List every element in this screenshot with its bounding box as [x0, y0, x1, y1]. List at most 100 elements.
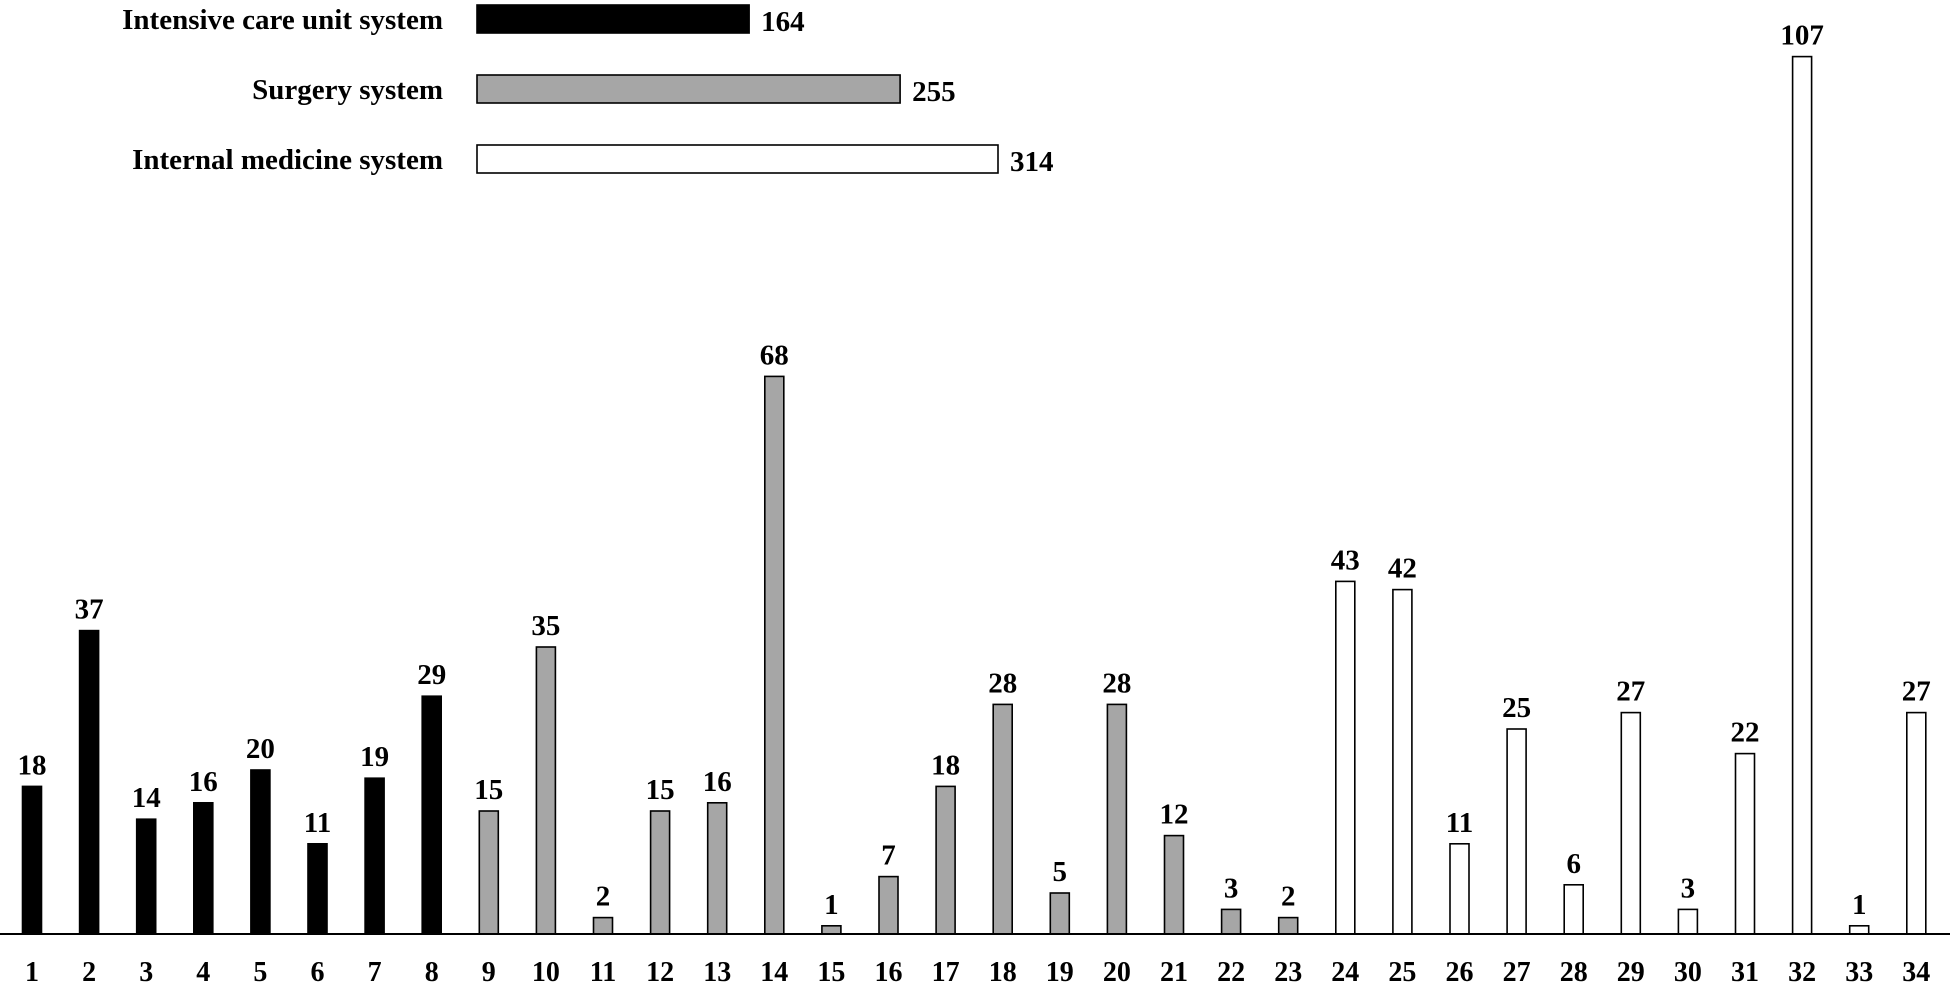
bars-group	[21, 55, 1927, 935]
legend-label-surgery: Surgery system	[252, 74, 443, 106]
x-tick-label-19: 19	[1046, 957, 1074, 988]
value-label-10: 35	[531, 610, 560, 642]
x-tick-label-24: 24	[1331, 957, 1359, 988]
value-label-13: 16	[703, 766, 732, 798]
value-label-31: 22	[1731, 717, 1760, 749]
value-label-32: 107	[1780, 20, 1824, 52]
value-label-34: 27	[1902, 676, 1931, 708]
bar-22	[1220, 908, 1242, 935]
x-tick-label-34: 34	[1902, 957, 1930, 988]
bar-13	[706, 801, 728, 935]
x-tick-label-20: 20	[1103, 957, 1131, 988]
x-tick-label-21: 21	[1160, 957, 1188, 988]
bar-15	[821, 924, 842, 935]
bar-29	[1620, 711, 1642, 935]
value-label-28: 6	[1566, 848, 1581, 880]
value-label-19: 5	[1053, 856, 1068, 888]
x-tick-label-2: 2	[82, 957, 96, 988]
x-tick-label-6: 6	[311, 957, 325, 988]
x-tick-label-17: 17	[932, 957, 960, 988]
bar-5	[250, 769, 271, 935]
x-tick-label-22: 22	[1217, 957, 1245, 988]
x-tick-label-4: 4	[196, 957, 210, 988]
bar-4	[193, 801, 214, 935]
bar-10	[535, 646, 557, 935]
legend-total-icu: 164	[761, 6, 805, 38]
value-label-4: 16	[189, 766, 218, 798]
x-tick-label-13: 13	[703, 957, 731, 988]
legend-total-surgery: 255	[912, 76, 956, 108]
bar-11	[592, 916, 614, 935]
bar-17	[935, 785, 956, 935]
legend-label-internal: Internal medicine system	[132, 144, 443, 176]
legend-bar-icu	[476, 4, 750, 34]
x-tick-label-15: 15	[817, 957, 845, 988]
bar-33	[1848, 924, 1870, 935]
x-tick-label-5: 5	[253, 957, 267, 988]
bar-8	[421, 695, 443, 935]
x-tick-label-33: 33	[1845, 957, 1873, 988]
legend-label-icu: Intensive care unit system	[122, 4, 443, 36]
bar-31	[1734, 752, 1756, 935]
value-label-21: 12	[1160, 799, 1189, 831]
bar-23	[1277, 916, 1299, 935]
x-tick-label-10: 10	[532, 957, 560, 988]
value-label-3: 14	[132, 782, 161, 814]
x-tick-labels: 1 2 3 4 5 6 7 8 9 10 11 12 13 14 15 16 17 18 19 20 21 22 23 24 2…	[25, 957, 1930, 988]
bar-26	[1449, 842, 1470, 935]
bar-12	[649, 810, 671, 935]
bar-19	[1049, 892, 1071, 935]
bar-14	[763, 375, 785, 935]
bar-25	[1392, 588, 1413, 935]
x-tick-label-8: 8	[425, 957, 439, 988]
value-label-17: 18	[931, 749, 960, 781]
value-label-11: 2	[596, 881, 611, 913]
bar-9	[478, 810, 500, 935]
x-tick-label-3: 3	[139, 957, 153, 988]
value-label-2: 37	[75, 594, 104, 626]
value-label-26: 11	[1446, 807, 1473, 839]
bar-27	[1506, 728, 1527, 935]
value-label-12: 15	[646, 774, 675, 806]
value-label-8: 29	[417, 659, 446, 691]
bar-28	[1563, 883, 1584, 935]
value-label-15: 1	[824, 889, 839, 921]
bar-18	[992, 703, 1014, 935]
bar-21	[1163, 834, 1185, 935]
bar-2	[78, 629, 100, 935]
value-label-7: 19	[360, 741, 389, 773]
bar-7	[364, 777, 385, 935]
value-label-25: 42	[1388, 553, 1417, 585]
value-label-23: 2	[1281, 881, 1296, 913]
x-tick-label-30: 30	[1674, 957, 1702, 988]
value-label-16: 7	[881, 840, 896, 872]
bar-30	[1677, 908, 1699, 935]
value-label-9: 15	[474, 774, 503, 806]
x-tick-label-12: 12	[646, 957, 674, 988]
value-label-20: 28	[1102, 667, 1131, 699]
value-label-18: 28	[988, 667, 1017, 699]
bar-24	[1335, 580, 1356, 935]
bar-3	[135, 818, 157, 935]
value-label-24: 43	[1331, 544, 1360, 576]
x-tick-label-29: 29	[1617, 957, 1645, 988]
bar-1	[21, 785, 43, 935]
legend: Intensive care unit system 164 Surgery sys…	[122, 4, 1053, 178]
value-label-5: 20	[246, 733, 275, 765]
x-tick-label-28: 28	[1560, 957, 1588, 988]
value-label-27: 25	[1502, 692, 1531, 724]
x-tick-label-7: 7	[368, 957, 382, 988]
x-tick-label-14: 14	[760, 957, 788, 988]
x-tick-label-25: 25	[1388, 957, 1416, 988]
bar-6	[307, 842, 328, 935]
value-label-1: 18	[18, 749, 47, 781]
legend-bar-internal	[476, 144, 999, 174]
x-tick-label-18: 18	[989, 957, 1017, 988]
x-tick-label-1: 1	[25, 957, 39, 988]
x-tick-label-27: 27	[1503, 957, 1531, 988]
value-label-6: 11	[304, 807, 331, 839]
x-tick-label-26: 26	[1446, 957, 1474, 988]
legend-total-internal: 314	[1010, 146, 1054, 178]
